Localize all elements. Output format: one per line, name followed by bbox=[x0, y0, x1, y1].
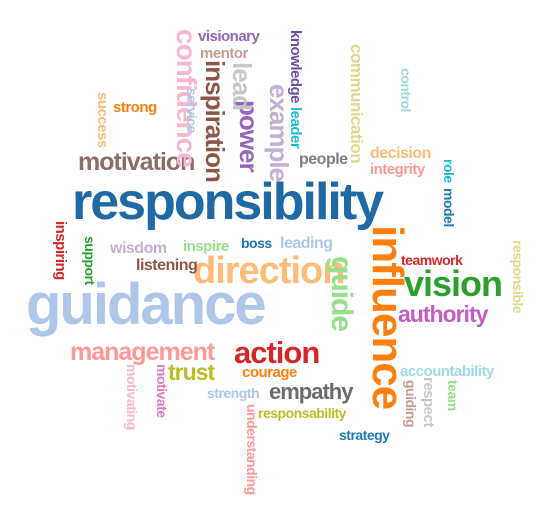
word-inspiration: inspiration bbox=[200, 60, 230, 182]
word-teamwork: teamwork bbox=[401, 252, 463, 268]
word-success: success bbox=[94, 92, 111, 148]
word-respect: respect bbox=[420, 377, 437, 427]
word-boss: boss bbox=[241, 235, 272, 251]
word-visionary: visionary bbox=[198, 28, 260, 45]
word-strong: strong bbox=[113, 99, 157, 116]
word-support: support bbox=[82, 236, 98, 285]
word-accountability: accountability bbox=[400, 363, 494, 380]
word-power: power bbox=[234, 100, 264, 172]
word-integrity: integrity bbox=[370, 161, 425, 178]
word-inspiring: inspiring bbox=[52, 221, 69, 280]
word-wisdom: wisdom bbox=[110, 240, 167, 257]
word-knowledge: knowledge bbox=[287, 30, 304, 104]
word-action: action bbox=[234, 335, 320, 370]
word-people: people bbox=[299, 151, 348, 168]
word-team: team bbox=[445, 380, 461, 411]
word-role: role bbox=[441, 159, 457, 183]
word-responsability: responsability bbox=[258, 405, 346, 421]
word-inspire: inspire bbox=[183, 238, 229, 255]
word-authority: authority bbox=[398, 301, 488, 327]
word-motivate: motivate bbox=[154, 364, 170, 418]
word-guiding: guiding bbox=[403, 380, 419, 428]
word-responsible: responsible bbox=[510, 240, 526, 314]
word-leading: leading bbox=[280, 235, 333, 252]
word-motivating: motivating bbox=[124, 364, 140, 430]
word-decision: decision bbox=[370, 145, 431, 162]
word-strategy: strategy bbox=[339, 427, 390, 443]
word-lead: lead bbox=[227, 62, 257, 111]
word-listening: listening bbox=[136, 257, 198, 274]
word-strength: strength bbox=[207, 385, 260, 401]
word-model: model bbox=[441, 188, 457, 227]
word-empathy: empathy bbox=[269, 379, 353, 404]
word-trust: trust bbox=[168, 359, 215, 385]
word-courage: courage bbox=[242, 364, 297, 381]
word-communication: communication bbox=[347, 44, 366, 164]
word-motivation: motivation bbox=[78, 148, 195, 176]
word-understanding: understanding bbox=[244, 404, 260, 495]
word-guide: guide bbox=[325, 256, 358, 331]
word-leader: leader bbox=[287, 107, 304, 149]
word-direction: direction bbox=[193, 250, 345, 292]
word-responsibility: responsibility bbox=[72, 173, 384, 231]
word-guidance: guidance bbox=[26, 272, 267, 337]
word-service: service bbox=[184, 88, 200, 133]
word-management: management bbox=[70, 338, 215, 366]
word-mentor: mentor bbox=[200, 45, 248, 62]
word-control: control bbox=[398, 68, 414, 112]
word-vision: vision bbox=[404, 263, 503, 304]
